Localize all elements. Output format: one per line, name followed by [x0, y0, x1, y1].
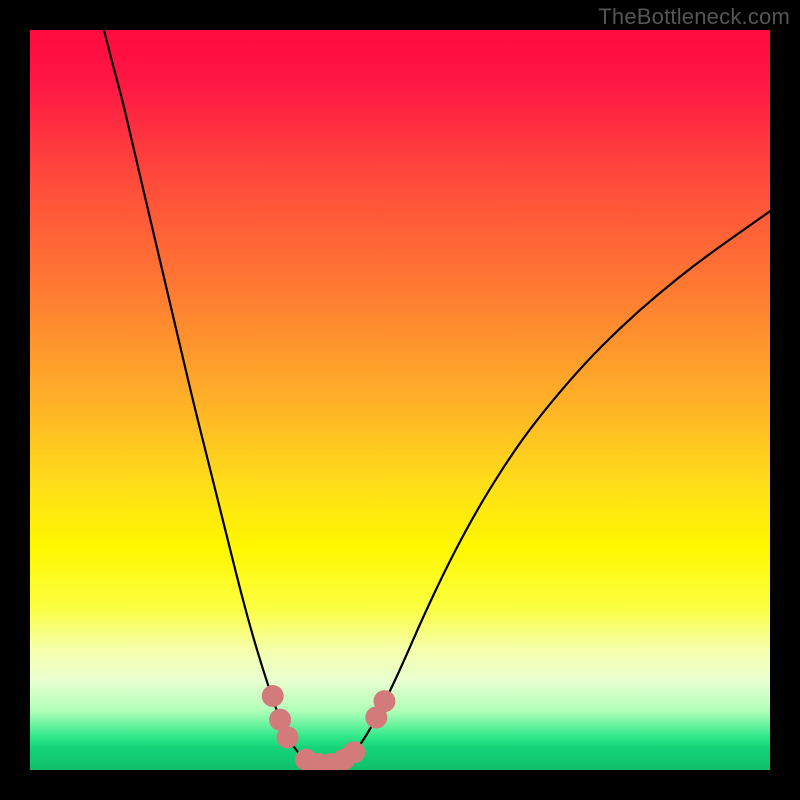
bottleneck-curve-plot — [0, 0, 800, 800]
marker-point — [373, 690, 395, 712]
marker-point — [277, 726, 299, 748]
chart-canvas: TheBottleneck.com — [0, 0, 800, 800]
frame-border-left — [0, 0, 30, 800]
marker-point — [262, 685, 284, 707]
gradient-background — [30, 30, 770, 770]
marker-point — [343, 741, 365, 763]
frame-border-bottom — [0, 770, 800, 800]
frame-border-right — [770, 0, 800, 800]
watermark-label: TheBottleneck.com — [598, 4, 790, 30]
